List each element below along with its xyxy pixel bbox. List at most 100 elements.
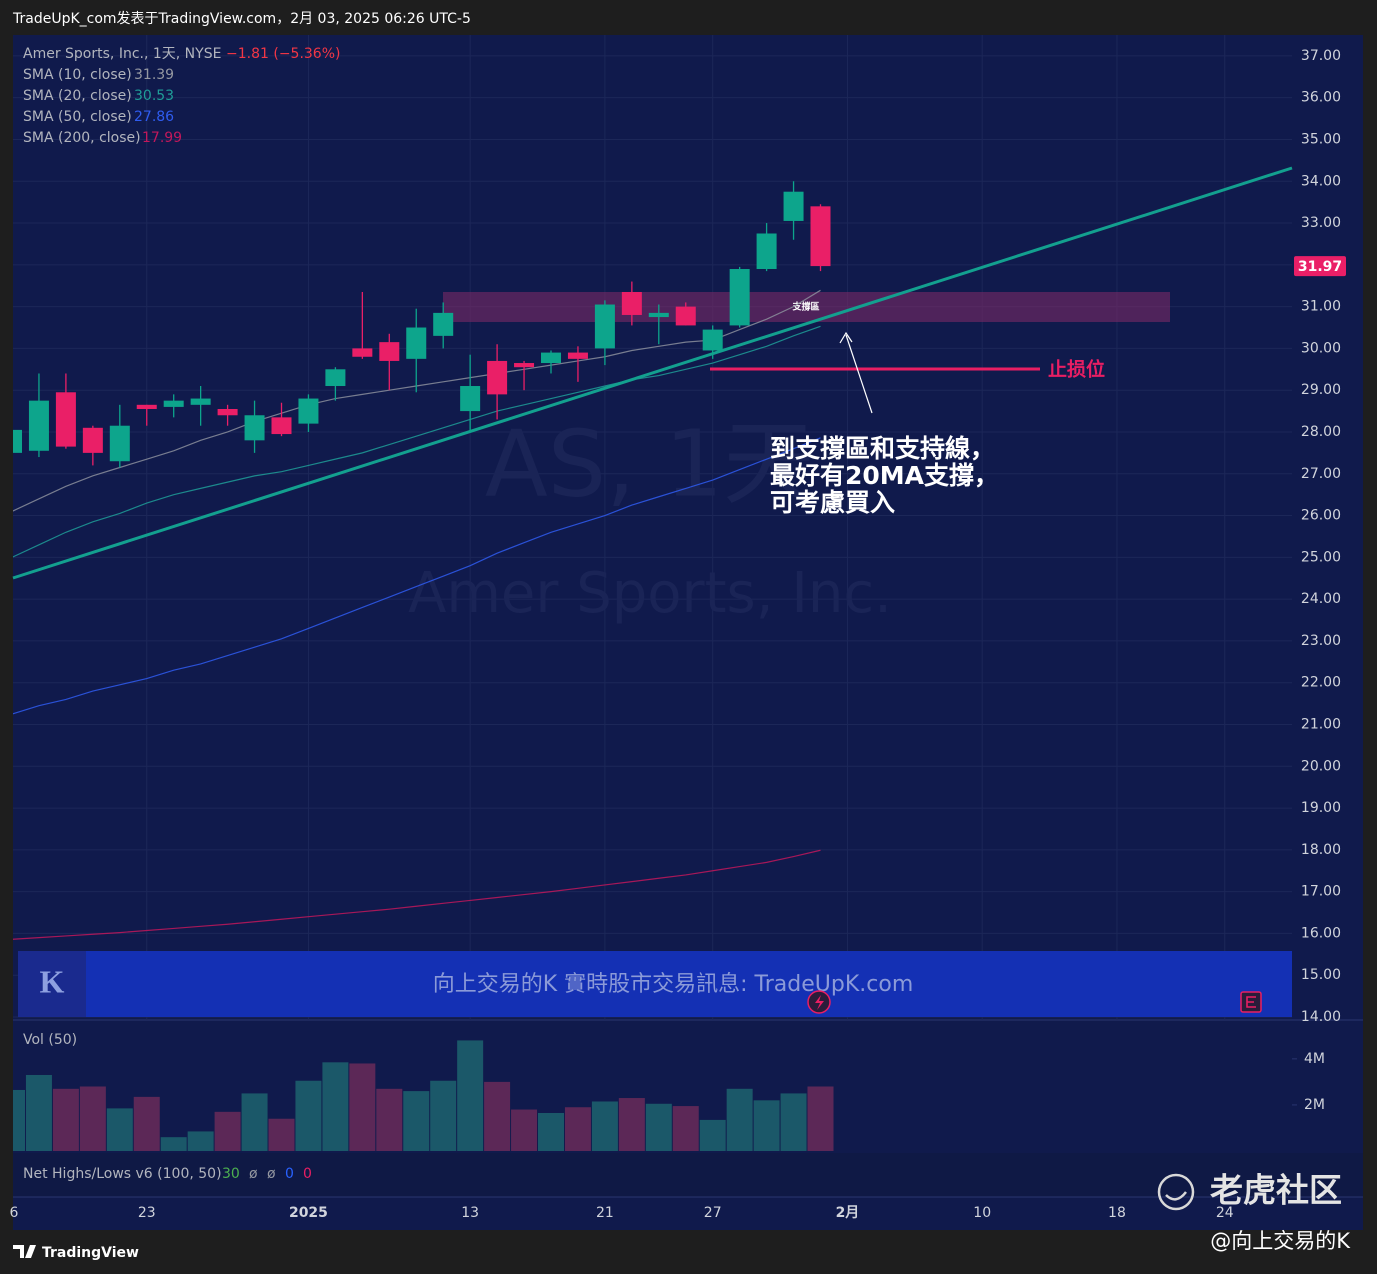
net-highs-lows-title: Net Highs/Lows v6 (100, 50) xyxy=(23,1166,222,1182)
volume-bar xyxy=(268,1118,295,1151)
volume-bar xyxy=(564,1107,591,1151)
indicator-value: 17.99 xyxy=(142,130,182,146)
banner-logo: K xyxy=(40,963,65,999)
net-highs-lows-reading: ø xyxy=(249,1166,258,1182)
candle-body xyxy=(190,398,211,405)
indicator-name: SMA (50, close) xyxy=(23,109,132,125)
candle-body xyxy=(352,348,373,357)
volume-bar xyxy=(25,1074,52,1151)
y-tick-label: 37.00 xyxy=(1301,48,1341,64)
note-line: 到支撐區和支持線， xyxy=(770,434,995,463)
y-tick-label: 23.00 xyxy=(1301,633,1341,649)
volume-bar xyxy=(106,1108,133,1151)
tiger-logo: 老虎社区 xyxy=(1157,1171,1342,1211)
volume-bar xyxy=(403,1091,430,1151)
x-tick-label: 23 xyxy=(138,1205,156,1221)
volume-bar xyxy=(484,1081,511,1151)
volume-bar xyxy=(295,1080,322,1151)
arrow-head xyxy=(839,331,853,344)
volume-tick-label: 2M xyxy=(1304,1097,1325,1113)
candle-body xyxy=(810,206,831,267)
candle-body xyxy=(702,329,723,351)
volume-bar xyxy=(538,1112,564,1151)
x-tick-label: 10 xyxy=(973,1205,991,1221)
y-tick-label: 22.00 xyxy=(1301,675,1341,691)
x-tick-label: 2025 xyxy=(289,1205,328,1221)
volume-bar xyxy=(511,1109,538,1151)
candle-body xyxy=(298,398,319,424)
volume-bar xyxy=(13,1089,25,1151)
candle-body xyxy=(163,400,184,407)
volume-bar xyxy=(376,1088,403,1151)
support-zone-label: 支撐區 xyxy=(791,301,819,313)
indicator-name: SMA (200, close) xyxy=(23,130,141,146)
support-zone xyxy=(443,292,1170,322)
y-tick-label: 15.00 xyxy=(1301,967,1341,983)
event-icon-bolt xyxy=(815,995,824,1010)
grid xyxy=(13,35,1292,1020)
volume-title: Vol (50) xyxy=(23,1032,77,1048)
volume-bar xyxy=(187,1131,214,1151)
note-line: 最好有20MA支撐， xyxy=(770,461,999,490)
candle-body xyxy=(406,327,427,359)
volume-bar xyxy=(322,1062,349,1151)
candle-body xyxy=(379,342,400,361)
volume-bar xyxy=(780,1093,807,1151)
volume-bar xyxy=(457,1040,484,1151)
volume-bar xyxy=(726,1088,753,1151)
last-price-box xyxy=(1294,256,1346,277)
y-tick-label: 34.00 xyxy=(1301,173,1341,189)
trend-line xyxy=(12,166,1293,580)
candle-body xyxy=(756,233,777,270)
candle-body xyxy=(567,352,588,359)
volume-bar xyxy=(699,1119,726,1151)
volume-tick-label: 4M xyxy=(1304,1051,1325,1067)
watermark-symbol: AS, 1天 xyxy=(485,410,815,517)
candle-body xyxy=(55,392,76,447)
tv-logo xyxy=(13,1245,36,1258)
volume xyxy=(13,1040,834,1151)
candle-body xyxy=(594,304,615,349)
candle-body xyxy=(136,404,157,409)
y-tick-label: 24.00 xyxy=(1301,591,1341,607)
candle-body xyxy=(648,312,669,318)
y-tick-label: 19.00 xyxy=(1301,800,1341,816)
tiger-logo-mark xyxy=(1157,1173,1195,1211)
legend: Amer Sports, Inc., 1天, NYSE −1.81 (−5.36… xyxy=(23,46,340,1182)
candle-body xyxy=(460,386,481,412)
sma-line xyxy=(13,849,821,940)
volume-bar xyxy=(591,1101,618,1151)
volume-bar xyxy=(349,1063,376,1151)
y-tick-label: 14.00 xyxy=(1301,1009,1341,1025)
y-tick-label: 30.00 xyxy=(1301,340,1341,356)
note: 到支撐區和支持線， 最好有20MA支撐， 可考慮買入 xyxy=(770,434,999,517)
indicator-name: SMA (10, close) xyxy=(23,67,132,83)
candle-body xyxy=(82,427,103,453)
y-tick-label: 33.00 xyxy=(1301,215,1341,231)
volume-bar xyxy=(160,1137,187,1151)
candle-body xyxy=(487,360,508,395)
sma-line xyxy=(13,437,821,715)
x-tick-label: 21 xyxy=(596,1205,614,1221)
y-tick-label: 25.00 xyxy=(1301,549,1341,565)
indicator-pane xyxy=(13,1153,1363,1197)
y-tick-label: 29.00 xyxy=(1301,382,1341,398)
net-highs-lows-reading: 0 xyxy=(285,1166,294,1182)
volume-bar xyxy=(618,1098,645,1151)
x-tick-label: 13 xyxy=(461,1205,479,1221)
x-tick-label: 24 xyxy=(1216,1205,1234,1221)
watermark-name: Amer Sports, Inc. xyxy=(408,561,892,626)
sma-line xyxy=(13,325,821,558)
tiger-logo-mark xyxy=(1165,1191,1187,1201)
volume-bar xyxy=(430,1080,457,1151)
y-tick-label: 28.00 xyxy=(1301,424,1341,440)
indicator-value: 30.53 xyxy=(134,88,174,104)
indicator-value: 27.86 xyxy=(134,109,174,125)
y-tick-label: 26.00 xyxy=(1301,508,1341,524)
net-highs-lows-reading: 0 xyxy=(303,1166,312,1182)
x-tick-label: 18 xyxy=(1108,1205,1126,1221)
note-line: 可考慮買入 xyxy=(770,488,895,517)
community: 老虎社区 xyxy=(1210,1171,1342,1210)
volume-bar xyxy=(214,1111,241,1151)
candle-body xyxy=(621,291,642,315)
